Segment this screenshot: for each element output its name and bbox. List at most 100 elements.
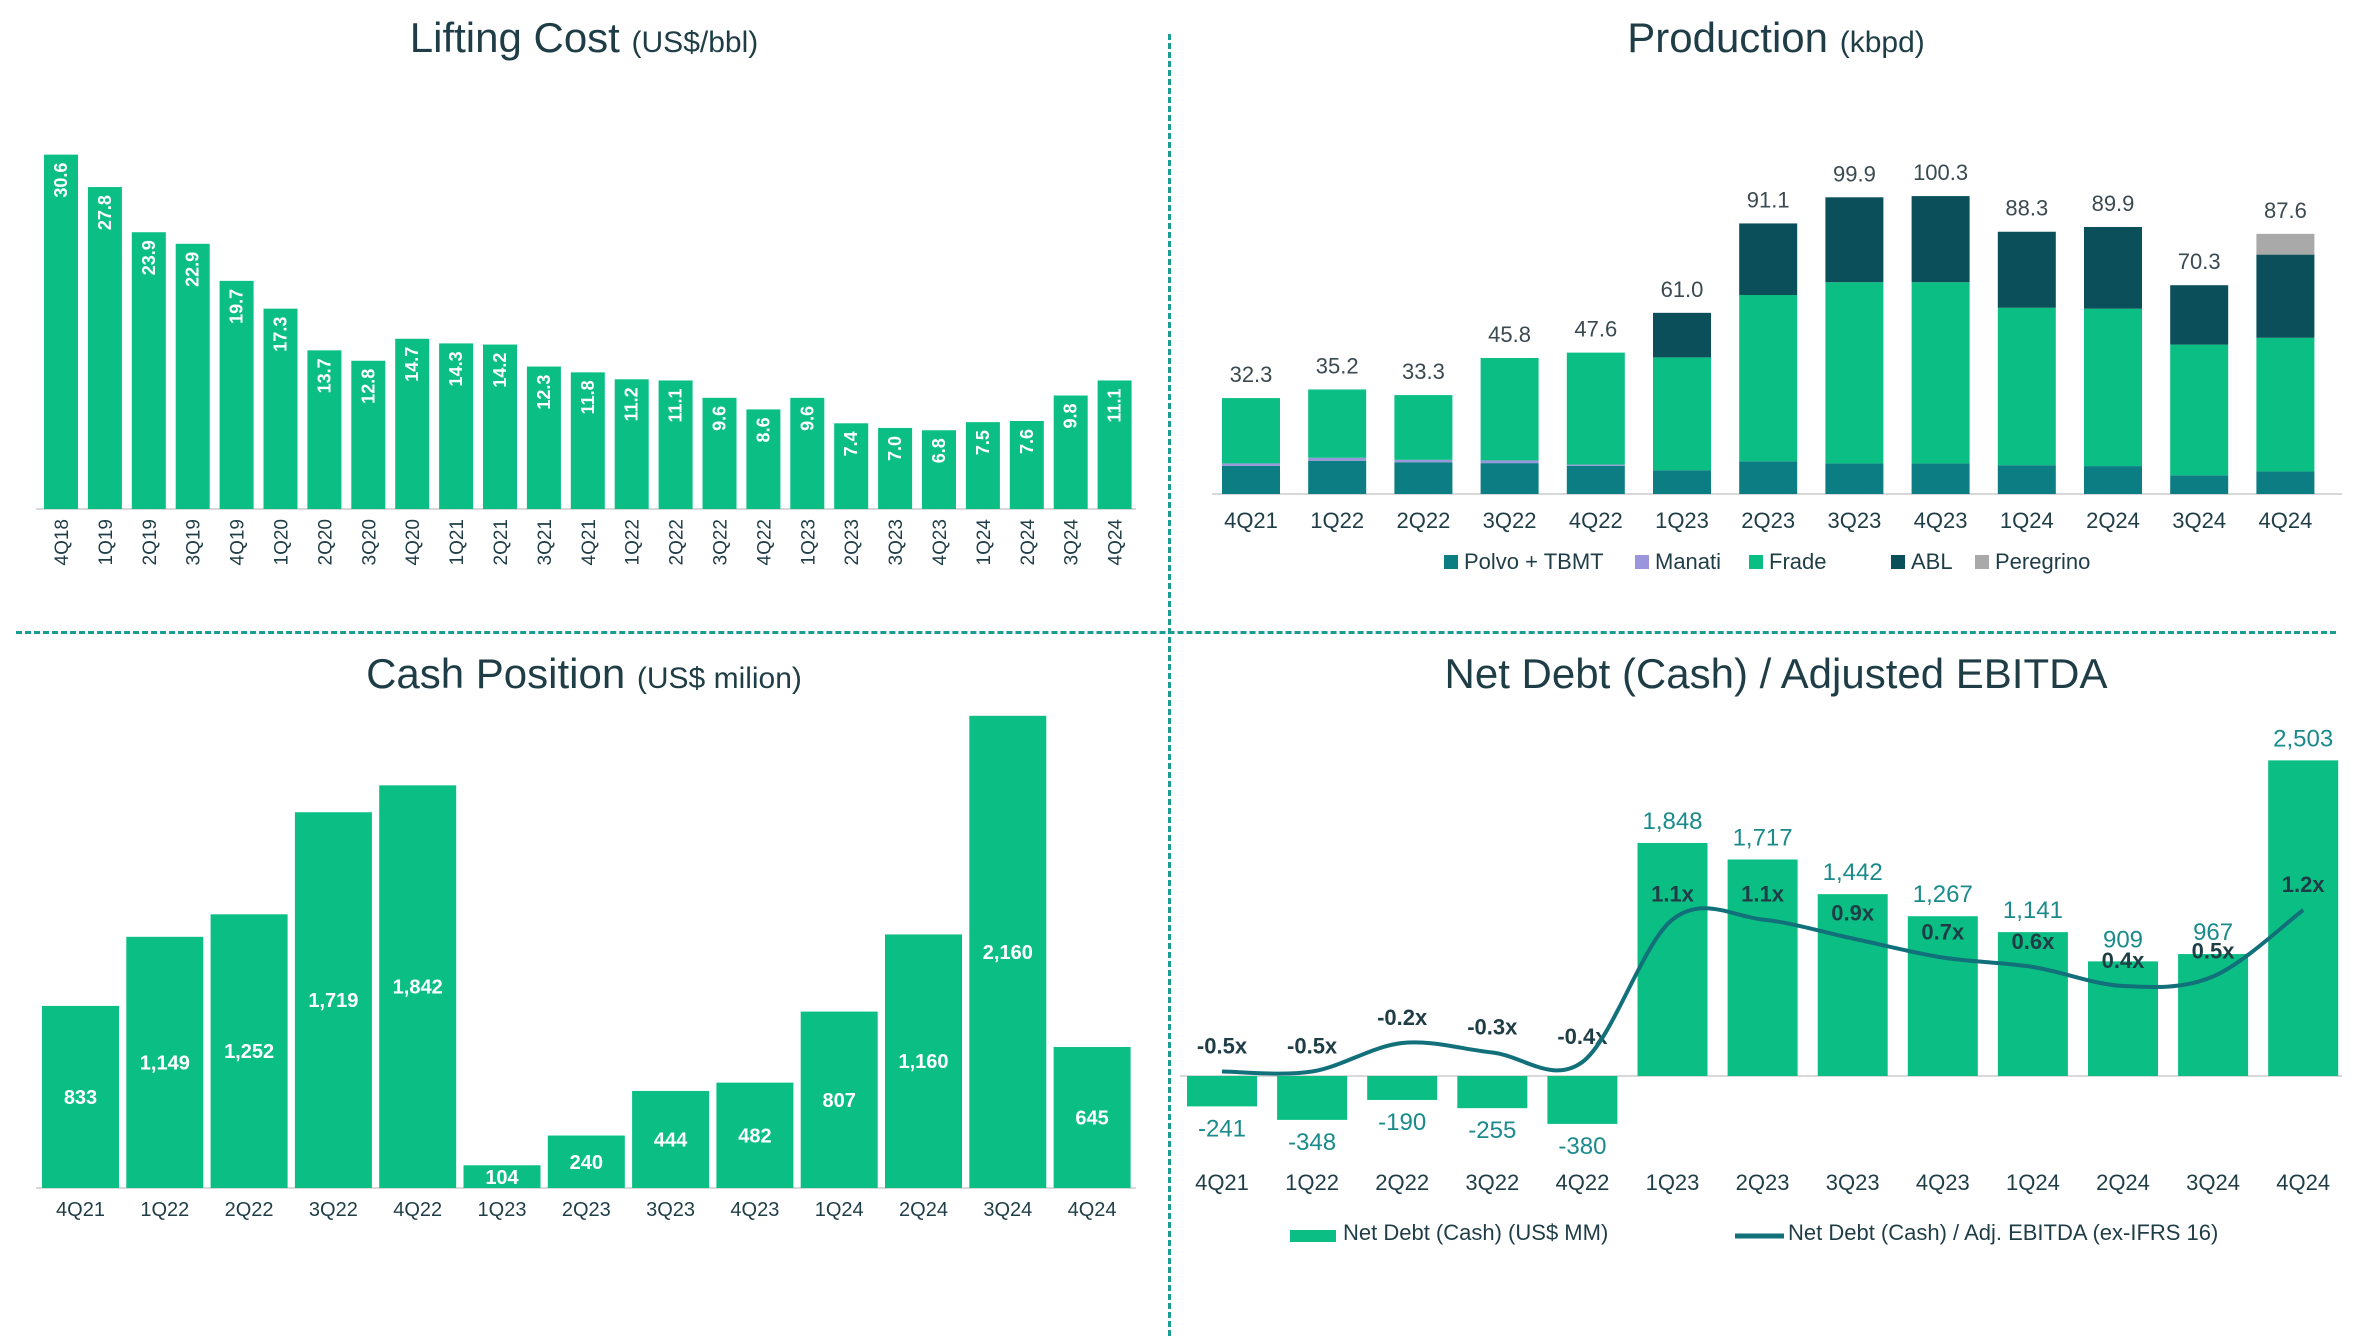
line-value-label: -0.2x — [1377, 1005, 1428, 1030]
bar — [1097, 380, 1132, 509]
bar-segment — [1566, 465, 1625, 494]
total-label: 61.0 — [1661, 277, 1704, 302]
chart-title: Cash Position — [366, 650, 626, 697]
x-tick-label: 2Q22 — [1396, 508, 1450, 533]
bar-value-label: 9.6 — [710, 406, 730, 431]
legend-label: Manati — [1655, 549, 1721, 574]
x-tick-label: 3Q22 — [1483, 508, 1537, 533]
bar — [547, 1135, 625, 1188]
x-tick-label: 2Q24 — [2086, 508, 2140, 533]
bar — [2178, 954, 2249, 1076]
x-tick-label: 4Q21 — [56, 1199, 105, 1221]
bar — [219, 280, 254, 509]
chart-title: Net Debt (Cash) / Adjusted EBITDA — [1444, 650, 2108, 697]
bar — [294, 812, 372, 1188]
x-tick-label: 3Q23 — [1827, 508, 1881, 533]
bar-value-label: 7.6 — [1017, 429, 1037, 454]
bar — [969, 715, 1047, 1188]
cash-position-panel: Cash Position (US$ milion) 833 4Q21 1,149 1… — [0, 636, 1168, 1336]
x-tick-label: 4Q22 — [1555, 1170, 1609, 1195]
total-label: 88.3 — [2005, 196, 2048, 221]
bar-value-label: 482 — [738, 1125, 771, 1147]
legend-label: Net Debt (Cash) (US$ MM) — [1343, 1220, 1608, 1245]
bar-value-label: 9.8 — [1061, 404, 1081, 429]
bar — [632, 1090, 710, 1188]
bar-value-label: -190 — [1378, 1109, 1426, 1136]
bar-value-label: 1,717 — [1733, 824, 1793, 851]
x-tick-label: 1Q24 — [2000, 508, 2054, 533]
bar-segment — [2170, 344, 2229, 476]
x-tick-label: 1Q24 — [2006, 1170, 2060, 1195]
bar-segment — [1222, 398, 1280, 464]
bar-segment — [1997, 465, 2056, 494]
bar — [210, 914, 288, 1188]
x-tick-label: 2Q22 — [667, 519, 688, 565]
x-tick-label: 4Q24 — [2258, 508, 2312, 533]
bar-value-label: 27.8 — [95, 195, 115, 230]
bar-value-label: 1,141 — [2003, 897, 2063, 924]
x-tick-label: 4Q23 — [930, 519, 951, 565]
x-tick-label: 2Q20 — [315, 519, 336, 565]
bar-segment — [1653, 470, 1711, 494]
bar — [800, 1011, 878, 1188]
x-tick-label: 1Q21 — [447, 519, 468, 565]
bar-value-label: 11.1 — [1105, 388, 1125, 422]
x-tick-label: 4Q18 — [52, 519, 73, 565]
x-tick-label: 1Q23 — [478, 1199, 527, 1221]
bar-segment — [1480, 460, 1539, 464]
x-tick-label: 4Q20 — [403, 519, 424, 565]
bar — [351, 360, 386, 509]
bar — [1277, 1076, 1348, 1120]
bar-segment — [2256, 233, 2315, 255]
bar-value-label: 967 — [2193, 919, 2233, 946]
legend-swatch — [1975, 555, 1989, 569]
net-debt-panel: Net Debt (Cash) / Adjusted EBITDA -241 4Q… — [1172, 636, 2380, 1336]
x-tick-label: 3Q23 — [1826, 1170, 1880, 1195]
bar — [175, 243, 210, 509]
legend-swatch — [1635, 555, 1649, 569]
legend-label: Net Debt (Cash) / Adj. EBITDA (ex-IFRS 1… — [1788, 1220, 2218, 1245]
bar — [463, 1165, 541, 1188]
line-value-label: 0.4x — [2102, 948, 2146, 973]
bar-segment — [1308, 460, 1367, 494]
total-label: 89.9 — [2092, 191, 2135, 216]
bar — [1547, 1076, 1618, 1124]
x-tick-label: 2Q21 — [491, 519, 512, 565]
net-debt-title: Net Debt (Cash) / Adjusted EBITDA — [1172, 650, 2380, 698]
bar-value-label: -380 — [1558, 1133, 1606, 1160]
line-value-label: 0.5x — [2192, 939, 2236, 964]
bar-segment — [2084, 308, 2142, 467]
bar-value-label: 1,267 — [1913, 881, 1973, 908]
bar — [1009, 420, 1044, 509]
bar — [746, 409, 781, 509]
line-value-label: -0.5x — [1287, 1034, 1338, 1059]
bar — [702, 397, 737, 509]
bar — [126, 936, 204, 1188]
x-tick-label: 4Q21 — [579, 519, 600, 565]
x-tick-label: 2Q22 — [1375, 1170, 1429, 1195]
bar-segment — [1825, 197, 1884, 283]
line-value-label: 0.6x — [2011, 929, 2055, 954]
bar-value-label: 6.8 — [929, 438, 949, 463]
bar-value-label: 7.0 — [885, 436, 905, 461]
bar-value-label: -241 — [1198, 1115, 1246, 1142]
bar-segment — [1394, 395, 1453, 460]
bar-value-label: 14.3 — [446, 351, 466, 386]
legend-swatch — [1749, 555, 1763, 569]
bar — [87, 187, 122, 510]
bar-value-label: 23.9 — [139, 240, 159, 275]
x-tick-label: 3Q22 — [309, 1199, 358, 1221]
x-tick-label: 4Q24 — [2276, 1170, 2330, 1195]
x-tick-label: 4Q19 — [228, 519, 249, 565]
legend-label: Polvo + TBMT — [1464, 549, 1604, 574]
bar-value-label: 19.7 — [227, 289, 247, 324]
bar — [263, 308, 298, 509]
bar — [570, 372, 605, 509]
bar — [834, 423, 869, 509]
bar-segment — [1911, 196, 1970, 283]
bar-segment — [2256, 254, 2315, 338]
legend-swatch — [1891, 555, 1905, 569]
chart-title: Production — [1627, 14, 1829, 61]
bar-value-label: 12.3 — [534, 375, 554, 410]
bar-value-label: 17.3 — [271, 317, 291, 352]
